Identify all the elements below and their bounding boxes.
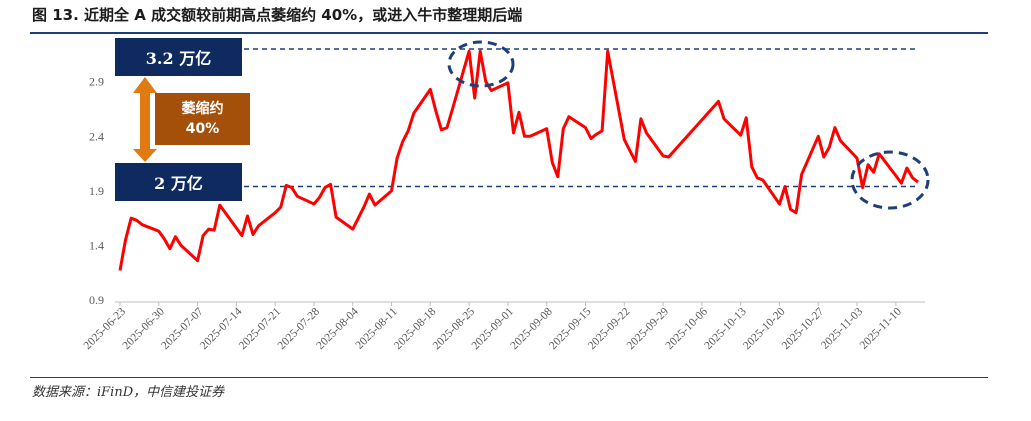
shrink-label-line1: 萎缩约 xyxy=(181,101,224,117)
shrink-label-line2: 40% xyxy=(185,121,220,137)
y-tick-label: 2.4 xyxy=(89,129,104,143)
y-tick-label: 1.4 xyxy=(89,238,104,252)
low-level-label: 2 万亿 xyxy=(115,163,242,201)
top-rule xyxy=(30,32,988,34)
low-circle-marker xyxy=(850,150,930,210)
reference-lines xyxy=(244,48,918,188)
series-line xyxy=(118,49,919,271)
source-note: 数据来源：iFinD，中信建投证券 xyxy=(32,385,225,400)
y-tick-label: 2.9 xyxy=(89,75,104,89)
shrink-label-box: 萎缩约 40% xyxy=(155,93,250,145)
shrink-arrow-head-down xyxy=(133,149,157,162)
chart-title: 图 13. 近期全 A 成交额较前期高点萎缩约 40%，或进入牛市整理期后端 xyxy=(32,6,523,24)
high-circle-marker xyxy=(447,40,515,88)
x-tick-label: 2025-11-10 xyxy=(858,305,904,351)
shrink-arrow-head-up xyxy=(133,77,157,93)
y-tick-labels: 0.9 1.4 1.9 2.4 2.9 xyxy=(89,75,104,307)
high-level-label: 3.2 万亿 xyxy=(115,38,242,76)
bottom-rule xyxy=(30,377,988,378)
y-tick-label: 1.9 xyxy=(89,184,104,198)
x-tick-labels: 2025-06-232025-06-302025-07-072025-07-14… xyxy=(82,302,904,352)
y-tick-label: 0.9 xyxy=(89,293,104,307)
